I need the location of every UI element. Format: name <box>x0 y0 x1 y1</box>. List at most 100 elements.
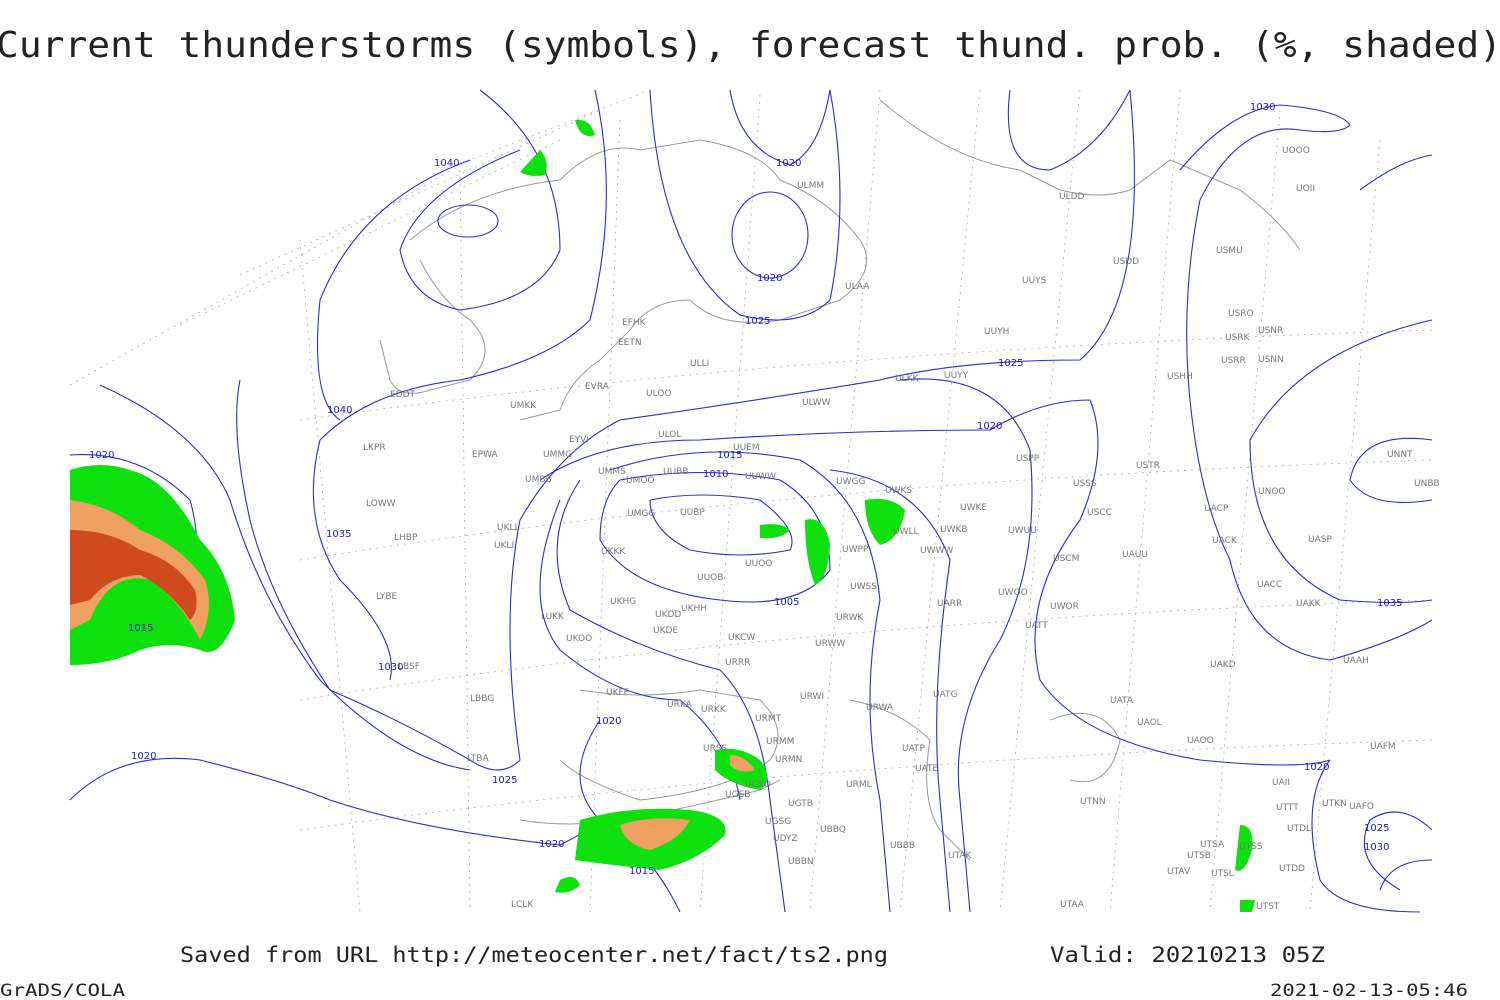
station-label: EDDT <box>390 390 416 400</box>
station-label: UATP <box>902 744 926 754</box>
station-label: URMT <box>755 714 782 724</box>
station-label: UTDL <box>1287 824 1311 834</box>
station-label: UTKN <box>1322 799 1347 809</box>
station-label: UAKD <box>1210 660 1236 670</box>
station-label: URKA <box>667 700 693 710</box>
station-label: EVRA <box>585 382 610 392</box>
station-label: UAOO <box>1187 736 1214 746</box>
station-label: USRO <box>1228 309 1254 319</box>
station-label: ULAA <box>845 282 870 292</box>
station-label: UKCW <box>728 633 755 643</box>
station-label: UAAH <box>1343 656 1369 666</box>
graticule <box>69 89 1433 913</box>
station-label: ULDD <box>1059 192 1085 202</box>
station-label: UMBB <box>525 475 552 485</box>
station-label: URMM <box>766 737 794 747</box>
isobar-label: 1040 <box>327 405 352 416</box>
station-label: UUYY <box>944 371 969 381</box>
station-label: URSS <box>703 744 728 754</box>
station-label: UMMG <box>543 450 572 460</box>
coastlines <box>379 99 1301 861</box>
timestamp: 2021-02-13-05:46 <box>1270 981 1468 1000</box>
station-label: UMKK <box>510 401 537 411</box>
isobar-label: 1010 <box>703 469 728 480</box>
station-label: LOWW <box>366 499 396 509</box>
isobar-label: 1020 <box>131 751 156 762</box>
isobar-label: 1020 <box>1304 762 1329 773</box>
station-label: LHBP <box>394 533 418 543</box>
station-label: UUOO <box>745 559 772 569</box>
station-labels: ULMM ULDD UOOO UOII USDD USMU UUYS ULAA USRO USRK… <box>363 146 1440 912</box>
station-label: UACK <box>1212 536 1238 546</box>
station-label: UTAV <box>1167 867 1191 877</box>
station-label: USTR <box>1136 461 1160 471</box>
station-label: USPP <box>1016 454 1040 464</box>
station-label: URWK <box>836 613 864 623</box>
station-label: UKFF <box>606 688 629 698</box>
station-label: UATE <box>915 764 939 774</box>
station-label: UTSS <box>1239 842 1263 852</box>
station-label: UTDD <box>1279 864 1305 874</box>
station-label: UARR <box>937 599 962 609</box>
station-label: USCC <box>1087 508 1112 518</box>
isobar-label: 1015 <box>629 866 654 877</box>
station-label: UWGG <box>836 477 865 487</box>
station-label: UWSS <box>850 582 877 592</box>
station-label: URWA <box>866 703 894 713</box>
station-label: UTTT <box>1276 803 1299 813</box>
station-label: UUBP <box>680 508 705 518</box>
isobar-label: 1025 <box>998 358 1023 369</box>
station-label: UMMS <box>598 467 626 477</box>
station-label: EPWA <box>472 450 499 460</box>
station-label: EFHK <box>622 318 647 328</box>
station-label: UGTB <box>788 799 813 809</box>
station-label: UNOO <box>1258 487 1286 497</box>
isobar-label: 1030 <box>378 662 403 673</box>
station-label: UTST <box>1256 902 1280 912</box>
station-label: EETN <box>618 338 642 348</box>
station-label: ULKK <box>895 374 920 384</box>
isobar-label: 1025 <box>492 775 517 786</box>
isobar-labels: 1040 1040 1020 1020 1025 1030 1025 1020 1035 1030… <box>89 102 1402 877</box>
station-label: UNBB <box>1414 479 1440 489</box>
isobar-label: 1020 <box>539 839 564 850</box>
station-label: UAKK <box>1296 599 1322 609</box>
source-url: Saved from URL http://meteocenter.net/fa… <box>180 943 888 967</box>
station-label: URKK <box>701 705 727 715</box>
station-label: USNN <box>1258 355 1284 365</box>
station-label: USMU <box>1216 246 1243 256</box>
station-label: URML <box>846 780 872 790</box>
station-label: USCM <box>1053 554 1079 564</box>
station-label: UNNT <box>1387 450 1413 460</box>
station-label: UUYS <box>1022 276 1047 286</box>
station-label: LUKK <box>541 612 565 622</box>
title: Current thunderstorms (symbols), forecas… <box>0 25 1500 66</box>
station-label: UKLI <box>494 541 514 551</box>
isobar-label: 1030 <box>1364 842 1389 853</box>
isobar-label: 1020 <box>89 450 114 461</box>
station-label: UWUU <box>1008 526 1037 536</box>
station-label: UAOL <box>1137 718 1162 728</box>
station-label: UMOO <box>626 476 655 486</box>
station-label: UKHH <box>681 604 707 614</box>
station-label: UKHG <box>610 597 636 607</box>
station-label: LYBE <box>376 592 397 602</box>
station-label: USSS <box>1073 479 1097 489</box>
station-label: ULLI <box>690 359 709 369</box>
station-label: UUOB <box>697 573 723 583</box>
station-label: ULOL <box>658 430 681 440</box>
station-label: UWKS <box>885 486 912 496</box>
station-label: USNR <box>1258 326 1283 336</box>
isobar-label: 1030 <box>1250 102 1275 113</box>
station-label: UKOO <box>566 634 592 644</box>
isobar-label: 1035 <box>1377 598 1402 609</box>
station-label: UACP <box>1204 504 1229 514</box>
station-label: UKKK <box>601 547 626 557</box>
station-label: LTBA <box>467 754 489 764</box>
thunderstorm-probability <box>70 119 1255 912</box>
station-label: UTNN <box>1080 797 1106 807</box>
station-label: LBSF <box>398 662 420 672</box>
station-label: UUEM <box>733 443 760 453</box>
